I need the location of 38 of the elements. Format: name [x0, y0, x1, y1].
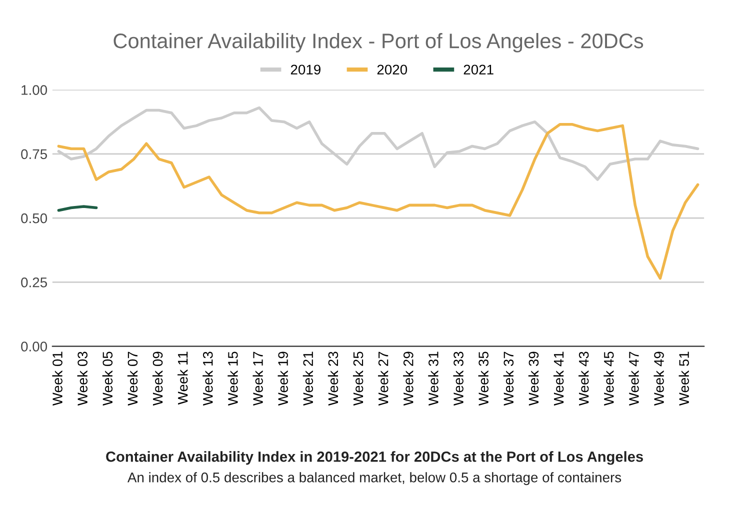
y-tick-label: 0.75 — [21, 149, 47, 160]
legend-label: 2020 — [377, 64, 408, 75]
y-tick-label: 1.00 — [22, 85, 48, 95]
x-tick-label: Week 51 — [678, 352, 689, 406]
x-tick-label: Week 37 — [503, 352, 514, 406]
y-tick-label: 0.00 — [21, 342, 48, 352]
x-tick-label: Week 09 — [152, 352, 163, 406]
x-tick-label: Week 39 — [528, 352, 539, 406]
x-tick-label: Week 41 — [553, 352, 564, 406]
x-tick-label: Week 03 — [77, 352, 88, 406]
x-tick-label: Week 47 — [628, 352, 639, 406]
x-tick-label: Week 11 — [178, 352, 188, 405]
x-tick-label: Week 33 — [453, 352, 464, 406]
legend-label: 2021 — [464, 64, 494, 75]
x-tick-label: Week 27 — [378, 352, 388, 406]
x-tick-label: Week 05 — [102, 352, 113, 406]
x-tick-label: Week 19 — [278, 352, 288, 406]
x-tick-label: Week 07 — [127, 352, 138, 406]
x-tick-label: Week 45 — [604, 352, 614, 406]
y-tick-label: 0.50 — [21, 213, 48, 224]
x-tick-label: Week 17 — [252, 352, 263, 406]
x-tick-label: Week 21 — [302, 352, 314, 406]
x-tick-label: Week 43 — [578, 352, 589, 406]
x-tick-label: Week 31 — [428, 352, 438, 406]
legend-label: 2019 — [290, 64, 320, 75]
x-tick-label: Week 35 — [478, 352, 488, 406]
x-tick-label: Week 29 — [403, 352, 414, 406]
line-series — [57, 123, 700, 280]
text: An index of 0.5 describes a balanced market, below 0.5 a shortage of containers — [127, 472, 622, 486]
text: Container Availability Index in 2019-2021 for 20DCs at the Port of Los Angeles — [106, 451, 643, 465]
x-tick-label: Week 25 — [352, 352, 364, 406]
x-tick-label: Week 13 — [202, 352, 213, 406]
x-tick-label: Week 01 — [52, 352, 62, 406]
y-tick-label: 0.25 — [21, 277, 47, 288]
x-tick-label: Week 49 — [654, 352, 664, 406]
x-tick-label: Week 23 — [328, 352, 338, 406]
chart-title: Container Availability Index - Port of Los Angeles - 20DCs — [114, 33, 644, 52]
x-tick-label: Week 15 — [228, 352, 238, 406]
